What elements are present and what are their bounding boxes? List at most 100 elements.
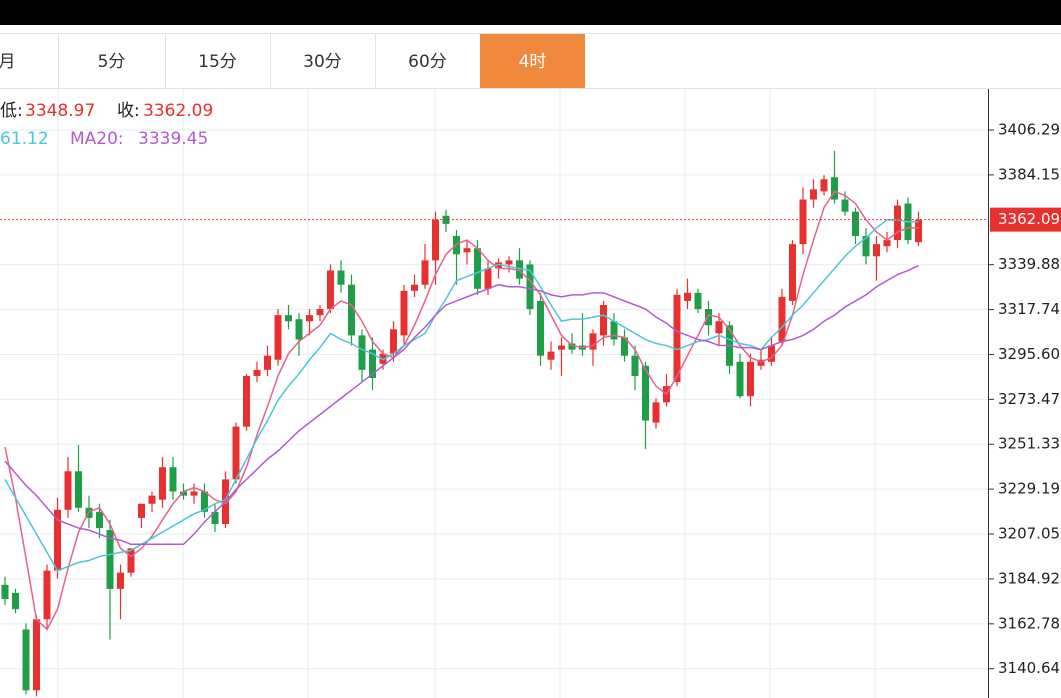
tab[interactable]: 60分 xyxy=(408,52,447,72)
tab[interactable]: 15分 xyxy=(198,52,237,72)
candle-body xyxy=(22,629,30,691)
candle-body xyxy=(484,268,492,289)
candle-body xyxy=(33,619,40,691)
candle-body xyxy=(169,467,177,492)
candle-body xyxy=(159,467,166,500)
candle-body xyxy=(190,491,198,496)
ma-line xyxy=(4,219,919,572)
y-tick-label: 3273.47 xyxy=(998,390,1060,408)
candle-body xyxy=(652,402,660,423)
candle-body xyxy=(400,290,408,336)
y-tick-label: 3295.60 xyxy=(998,345,1060,363)
candle-body xyxy=(64,471,72,510)
close-value: 3362.09 xyxy=(143,101,213,121)
candle-body xyxy=(694,292,702,310)
candle-body xyxy=(337,270,345,285)
candle-body xyxy=(369,349,376,378)
candle-body xyxy=(820,179,828,192)
candle-body xyxy=(715,321,723,334)
candle-body xyxy=(463,248,471,253)
y-tick-label: 3317.74 xyxy=(998,300,1060,318)
candle-body xyxy=(106,530,114,589)
tab[interactable]: 月 xyxy=(0,52,16,72)
candle-body xyxy=(831,177,838,200)
candle-body xyxy=(316,309,324,316)
candle-body xyxy=(148,495,156,504)
candle-body xyxy=(757,359,765,366)
candle-body xyxy=(474,248,481,289)
y-tick-label: 3229.19 xyxy=(998,480,1060,498)
candle-body xyxy=(684,292,691,301)
candle-body xyxy=(180,491,187,496)
candle-body xyxy=(43,570,51,620)
top-bar xyxy=(0,0,1061,25)
candle-body xyxy=(631,355,639,376)
candle-body xyxy=(243,375,250,427)
candle-body xyxy=(1,584,9,600)
candle-body xyxy=(778,296,786,342)
y-tick-label: 3384.15 xyxy=(998,165,1060,183)
candle-body xyxy=(621,337,628,356)
candle-body xyxy=(883,240,891,247)
candle-body xyxy=(558,345,565,350)
candle-body xyxy=(232,426,240,480)
candle-body xyxy=(54,509,61,571)
candle-body xyxy=(358,335,366,370)
candle-body xyxy=(75,471,82,508)
candle-body xyxy=(642,365,649,421)
candle-body xyxy=(274,315,282,360)
candle-body xyxy=(736,361,744,397)
candle-body xyxy=(894,205,901,241)
tab[interactable]: 4时 xyxy=(519,52,547,72)
plot-area xyxy=(0,89,988,698)
candle-body xyxy=(810,189,817,200)
candle-body xyxy=(390,329,397,354)
tab[interactable]: 5分 xyxy=(98,52,126,72)
candle-body xyxy=(432,219,439,261)
candle-body xyxy=(915,219,922,243)
candle-body xyxy=(852,211,859,237)
candle-body xyxy=(127,548,135,573)
ma20-value: 3339.45 xyxy=(138,129,208,149)
y-tick-label: 3406.29 xyxy=(998,120,1060,138)
candle-body xyxy=(211,511,219,525)
candle-body xyxy=(799,199,807,245)
candle-body xyxy=(117,572,124,589)
close-label: 收: xyxy=(117,101,140,121)
ma10-value: 61.12 xyxy=(0,129,49,149)
ma-line xyxy=(4,190,919,631)
low-label: 低: xyxy=(0,101,23,121)
candle-body xyxy=(411,284,418,291)
candle-body xyxy=(862,236,870,257)
tab[interactable]: 30分 xyxy=(303,52,342,72)
candle-body xyxy=(327,270,334,310)
y-tick-label: 3140.64 xyxy=(998,659,1060,677)
candle-body xyxy=(705,309,712,326)
candle-body xyxy=(547,351,555,360)
candle-body xyxy=(201,491,208,512)
candle-body xyxy=(306,315,313,322)
candle-body xyxy=(12,592,19,610)
candle-body xyxy=(96,511,103,529)
candle-body xyxy=(264,355,271,370)
candle-body xyxy=(348,284,355,336)
candle-body xyxy=(253,369,261,376)
candle-body xyxy=(568,343,576,350)
low-value: 3348.97 xyxy=(25,101,95,121)
candle-body xyxy=(285,315,292,322)
candle-body xyxy=(600,304,607,336)
candle-body xyxy=(379,353,387,364)
ma20-label: MA20: xyxy=(70,129,124,149)
candle-body xyxy=(537,300,544,356)
candle-body xyxy=(526,264,534,310)
candle-body xyxy=(516,260,523,279)
candle-body xyxy=(789,244,796,301)
candle-body xyxy=(841,199,849,212)
tab-active-bg xyxy=(480,34,585,88)
tab-bar: 月 5分 15分 30分 60分 4时 xyxy=(0,34,585,88)
y-tick-label: 3184.92 xyxy=(998,569,1060,587)
y-tick-label: 3251.33 xyxy=(998,435,1060,453)
candle-body xyxy=(873,244,880,257)
candle-body xyxy=(495,262,502,269)
